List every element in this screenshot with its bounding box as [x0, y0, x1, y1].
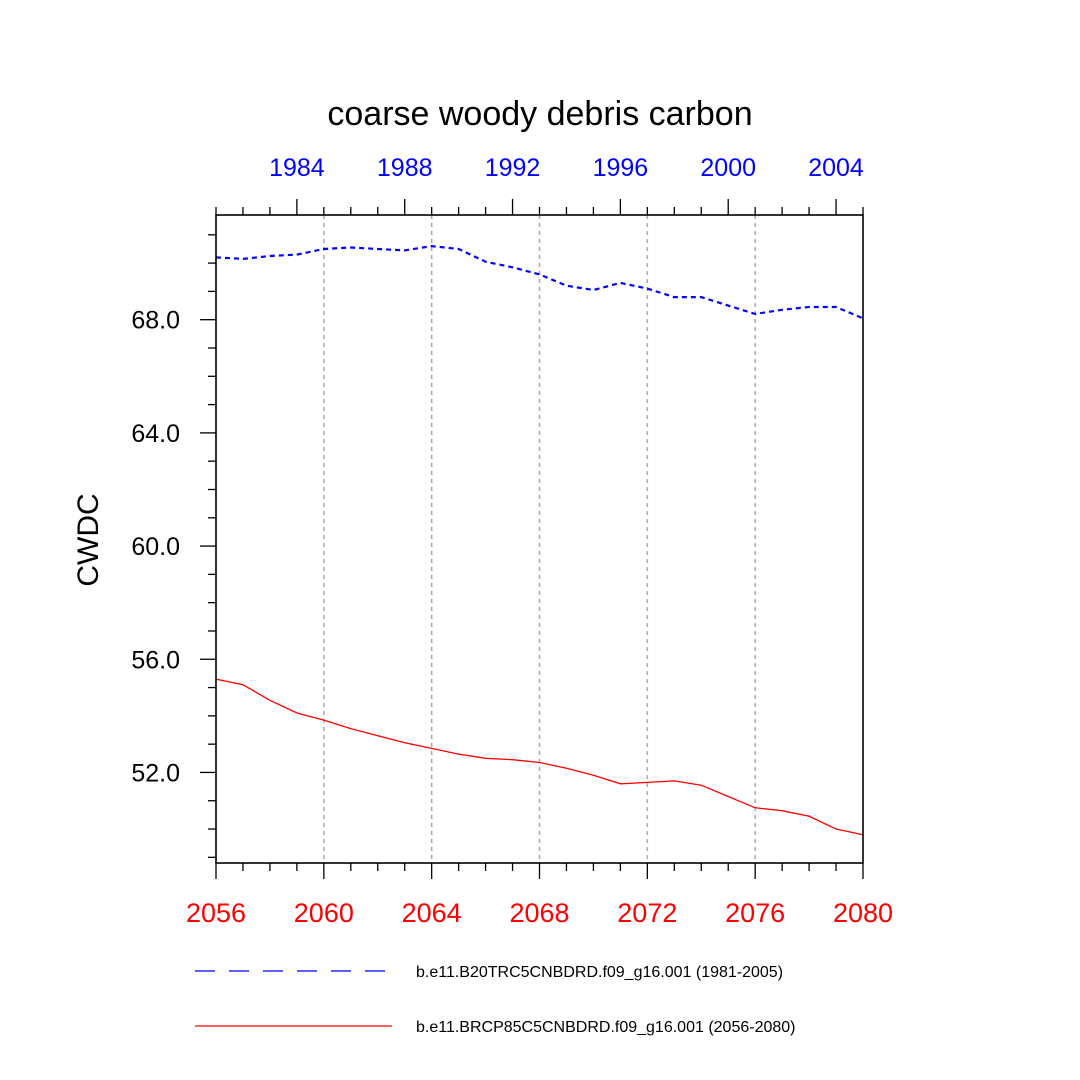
- x-bottom-tick-label: 2064: [402, 898, 462, 928]
- x-top-tick-label: 1984: [269, 154, 325, 182]
- x-top-tick-label: 1988: [377, 154, 433, 182]
- x-bottom-tick-label: 2072: [617, 898, 677, 928]
- x-top-tick-label: 1992: [485, 154, 541, 182]
- y-tick-label: 52.0: [131, 759, 180, 787]
- grid: [323, 215, 756, 863]
- series-layer: [215, 244, 864, 836]
- x-bottom-tick-label: 2068: [509, 898, 569, 928]
- x-top-tick-label: 2004: [808, 154, 864, 182]
- axes: 2056 2060 2064 2068 2072 2076 2080 1984 1988 1992…: [131, 154, 893, 928]
- x-bottom-tick-label: 2060: [294, 898, 354, 928]
- x-top-tick-label: 2000: [700, 154, 756, 182]
- x-top-tick-label: 1996: [593, 154, 649, 182]
- y-tick-label: 64.0: [131, 420, 180, 448]
- y-tick-label: 68.0: [131, 307, 180, 335]
- y-tick-label: 60.0: [131, 533, 180, 561]
- series-line-1: [215, 244, 864, 320]
- y-axis-label: CWDC: [72, 493, 105, 586]
- x-bottom-tick-label: 2056: [186, 898, 246, 928]
- x-bottom-tick-label: 2076: [725, 898, 785, 928]
- y-tick-label: 56.0: [131, 646, 180, 674]
- legend-label-2: b.e11.BRCP85C5CNBDRD.f09_g16.001 (2056-2…: [416, 1019, 795, 1036]
- series-line-2: [215, 678, 864, 836]
- chart-title: coarse woody debris carbon: [327, 95, 752, 133]
- legend-label-1: b.e11.B20TRC5CNBDRD.f09_g16.001 (1981-20…: [416, 964, 783, 981]
- x-bottom-tick-label: 2080: [833, 898, 893, 928]
- legend: b.e11.B20TRC5CNBDRD.f09_g16.001 (1981-20…: [195, 964, 795, 1036]
